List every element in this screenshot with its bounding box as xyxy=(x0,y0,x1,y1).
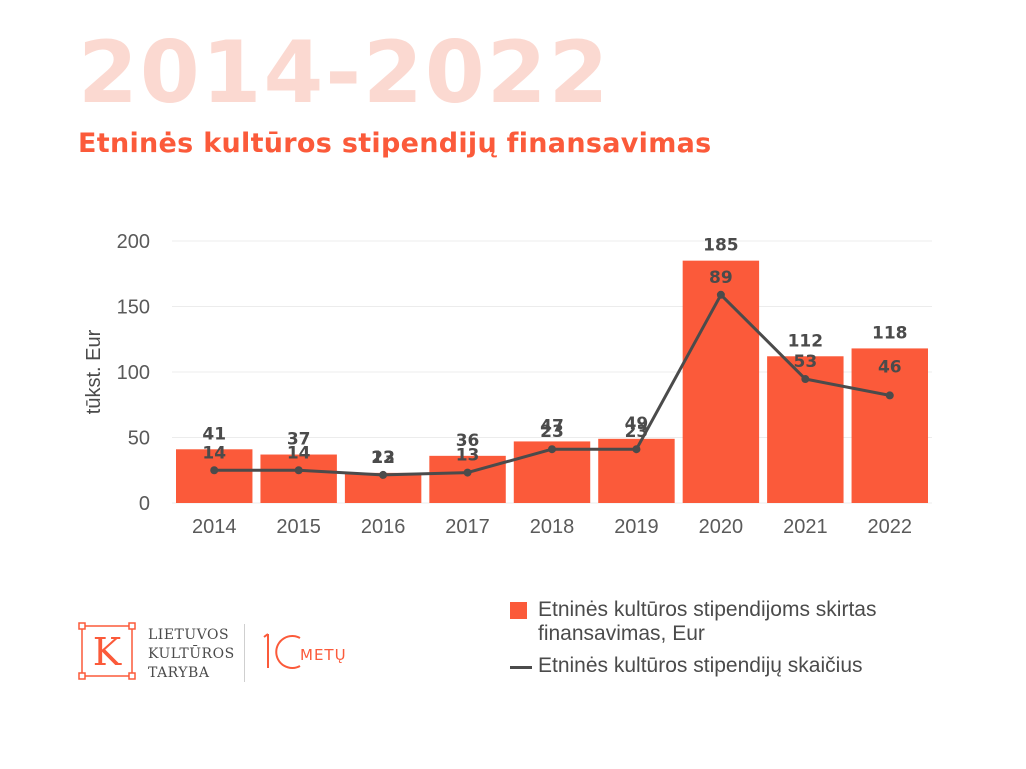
council-logo: K xyxy=(78,622,136,680)
bar xyxy=(429,455,506,503)
bar xyxy=(682,260,760,503)
line-point xyxy=(548,445,556,454)
bar xyxy=(176,449,253,503)
x-tick-label: 2019 xyxy=(614,516,659,538)
y-tick-label: 150 xyxy=(117,297,150,319)
y-tick-label: 50 xyxy=(128,428,150,450)
bar-value-label: 112 xyxy=(788,331,824,351)
legend-label-bar: Etninės kultūros stipendijoms skirtas fi… xyxy=(538,598,877,646)
x-tick-label: 2014 xyxy=(192,516,237,538)
bar xyxy=(851,348,928,503)
x-tick-label: 2016 xyxy=(361,516,406,538)
x-tick-label: 2020 xyxy=(699,516,744,538)
chart: 0 50 100 150 200 tūkst. Eur 2014 2015 2016 2017 20… xyxy=(83,231,932,538)
line-value-label: 46 xyxy=(878,357,902,377)
x-tick-label: 2021 xyxy=(783,516,828,538)
legend-label-line: Etninės kultūros stipendijų skaičius xyxy=(538,654,863,678)
line-point xyxy=(885,391,894,400)
y-tick-label: 100 xyxy=(117,362,150,384)
bar xyxy=(260,454,337,503)
line-value-label: 89 xyxy=(709,268,733,288)
legend-item-line: Etninės kultūros stipendijų skaičius xyxy=(510,654,938,678)
bar-value-label: 49 xyxy=(625,414,649,434)
bar-value-label: 36 xyxy=(456,431,480,451)
legend: Etninės kultūros stipendijoms skirtas fi… xyxy=(510,598,938,686)
legend-item-bar: Etninės kultūros stipendijoms skirtas fi… xyxy=(510,598,938,646)
line-point xyxy=(716,290,725,299)
anniversary-logo xyxy=(263,633,301,669)
year-range-title: 2014-2022 xyxy=(78,23,611,123)
chart-subtitle: Etninės kultūros stipendijų finansavimas xyxy=(78,128,712,159)
org-line-2: KULTŪROS xyxy=(148,646,235,662)
line-value-label: 13 xyxy=(456,446,480,466)
bar-value-label: 41 xyxy=(202,424,226,444)
y-tick-label: 0 xyxy=(139,493,150,515)
y-axis-label: tūkst. Eur xyxy=(83,329,105,414)
x-tick-label: 2022 xyxy=(868,516,913,538)
line-value-label: 12 xyxy=(371,448,395,468)
y-tick-label: 200 xyxy=(117,231,150,253)
bar-value-label: 23 xyxy=(371,448,395,468)
bar-value-label: 37 xyxy=(287,430,311,450)
line-point xyxy=(294,466,303,475)
line-point xyxy=(463,468,472,477)
bar-value-label: 47 xyxy=(540,416,564,436)
line-point xyxy=(632,445,641,454)
bar-value-label: 185 xyxy=(703,236,739,256)
line-value-label: 14 xyxy=(287,443,311,463)
legend-swatch-bar xyxy=(510,602,527,619)
x-tick-label: 2018 xyxy=(530,516,575,538)
logo-letter: K xyxy=(93,630,122,674)
bar-value-label: 118 xyxy=(872,323,908,343)
line-value-label: 14 xyxy=(202,443,226,463)
line-point xyxy=(379,470,388,479)
footer-divider xyxy=(244,624,245,682)
organization-name: LIETUVOS KULTŪROS TARYBA xyxy=(148,626,235,683)
org-line-1: LIETUVOS xyxy=(148,627,230,643)
line-point xyxy=(801,375,810,384)
x-tick-label: 2015 xyxy=(276,516,321,538)
line-value-label: 53 xyxy=(793,352,817,372)
line-value-label: 23 xyxy=(625,422,649,442)
line-value-label: 23 xyxy=(540,422,564,442)
x-tick-label: 2017 xyxy=(445,516,490,538)
line-point xyxy=(210,466,219,475)
anniversary-text: METŲ xyxy=(300,646,347,664)
legend-swatch-line xyxy=(510,666,532,670)
org-line-3: TARYBA xyxy=(148,665,210,681)
